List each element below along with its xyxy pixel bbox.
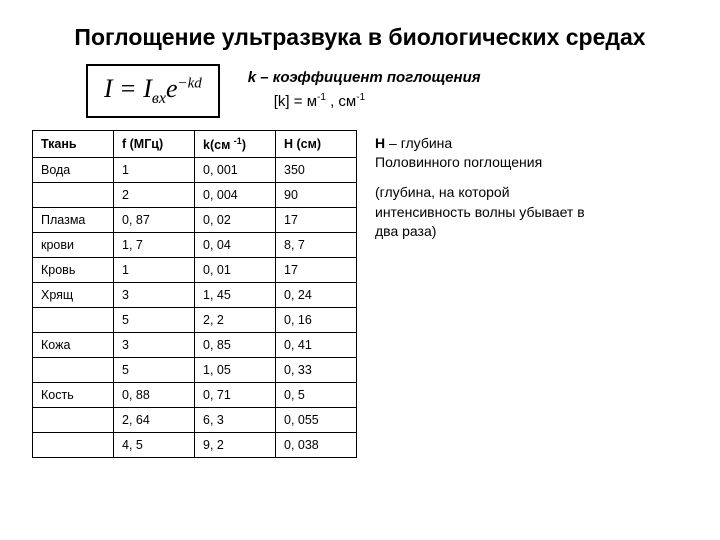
table-row: крови1, 70, 048, 7 [33,232,357,257]
table-row: 51, 050, 33 [33,357,357,382]
cell: 8, 7 [276,232,357,257]
cell: 0, 02 [195,207,276,232]
cell: 0, 87 [114,207,195,232]
cell [33,307,114,332]
cell [33,182,114,207]
content-row: Ткань f (МГц) k(см -1) H (см) Вода10, 00… [32,130,688,458]
cell: 2 [114,182,195,207]
side-H-rest: – глубина [385,135,452,151]
cell: Плазма [33,207,114,232]
cell: 5 [114,307,195,332]
table-row: Плазма0, 870, 0217 [33,207,357,232]
formula-lhs: I [104,74,113,103]
k-dim-sup1: -1 [317,92,326,103]
cell: 1, 05 [195,357,276,382]
cell: 9, 2 [195,432,276,457]
cell: 90 [276,182,357,207]
cell: 0, 055 [276,407,357,432]
cell: Кость [33,382,114,407]
table-header-row: Ткань f (МГц) k(см -1) H (см) [33,130,357,157]
side-note: H – глубина Половинного поглощения (глуб… [375,130,595,242]
table-row: Кровь10, 0117 [33,257,357,282]
cell: 0, 33 [276,357,357,382]
cell: 3 [114,332,195,357]
side-line3: (глубина, на которой интенсивность волны… [375,183,595,242]
cell: 0, 001 [195,157,276,182]
cell: 0, 01 [195,257,276,282]
th-H: H (см) [276,130,357,157]
cell: 1 [114,157,195,182]
table-row: 52, 20, 16 [33,307,357,332]
side-line2: Половинного поглощения [375,153,595,173]
cell: Вода [33,157,114,182]
k-dim-sup2: -1 [356,92,365,103]
cell: 2, 2 [195,307,276,332]
formula-sub: вх [152,90,166,107]
cell: 2, 64 [114,407,195,432]
cell: 0, 85 [195,332,276,357]
th-k-a: k(см [203,138,234,152]
table-row: Хрящ31, 450, 24 [33,282,357,307]
cell: 6, 3 [195,407,276,432]
formula-and-legend: I = Iвхe−kd k – коэффициент поглощения [… [32,64,688,118]
cell: 17 [276,257,357,282]
formula-sup: −kd [177,75,201,91]
formula-box: I = Iвхe−kd [86,64,220,118]
cell: 1, 7 [114,232,195,257]
cell: 0, 04 [195,232,276,257]
k-desc: k – коэффициент поглощения [248,69,481,86]
th-k-sup: -1 [234,136,242,146]
cell: 0, 41 [276,332,357,357]
formula-I: I [143,74,152,103]
k-dim-prefix: [k] = м [274,93,317,110]
cell: 0, 038 [276,432,357,457]
cell [33,407,114,432]
formula-e: e [166,74,178,103]
th-freq: f (МГц) [114,130,195,157]
table-row: Кожа30, 850, 41 [33,332,357,357]
cell [33,432,114,457]
cell: 17 [276,207,357,232]
cell [33,357,114,382]
table-row: Кость0, 880, 710, 5 [33,382,357,407]
k-dim-sep: , см [326,93,356,110]
page-title: Поглощение ультразвука в биологических с… [32,24,688,52]
cell: 0, 16 [276,307,357,332]
cell: 4, 5 [114,432,195,457]
cell: 1 [114,257,195,282]
th-k: k(см -1) [195,130,276,157]
cell: Хрящ [33,282,114,307]
table-row: 4, 59, 20, 038 [33,432,357,457]
cell: 0, 24 [276,282,357,307]
cell: Кожа [33,332,114,357]
k-legend: k – коэффициент поглощения [k] = м-1 , с… [248,64,481,114]
cell: 1, 45 [195,282,276,307]
cell: 0, 5 [276,382,357,407]
formula-eq: = [113,74,144,103]
cell: 0, 004 [195,182,276,207]
cell: 3 [114,282,195,307]
table-row: 20, 00490 [33,182,357,207]
table-row: 2, 646, 30, 055 [33,407,357,432]
th-k-b: ) [242,138,246,152]
absorption-table: Ткань f (МГц) k(см -1) H (см) Вода10, 00… [32,130,357,458]
cell: Кровь [33,257,114,282]
cell: 5 [114,357,195,382]
cell: 0, 71 [195,382,276,407]
table-row: Вода10, 001350 [33,157,357,182]
th-tissue: Ткань [33,130,114,157]
cell: 0, 88 [114,382,195,407]
cell: 350 [276,157,357,182]
side-H: H [375,135,385,151]
cell: крови [33,232,114,257]
